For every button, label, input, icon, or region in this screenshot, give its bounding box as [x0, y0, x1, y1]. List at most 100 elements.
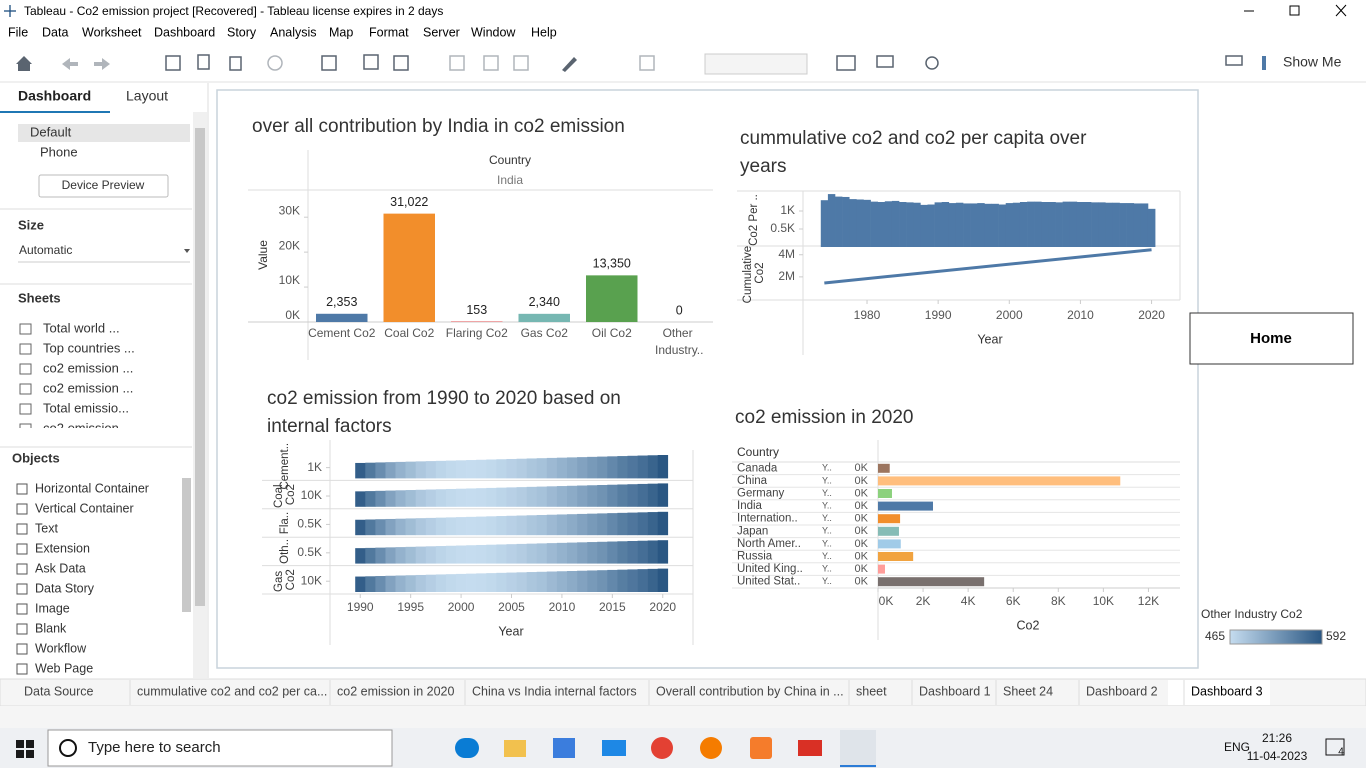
undo-icon[interactable]	[62, 58, 78, 70]
menu-item[interactable]: Story	[227, 25, 257, 39]
save-icon[interactable]	[165, 55, 181, 71]
sheet-tab[interactable]: Overall contribution by China in ...	[656, 684, 844, 698]
sheet-tab[interactable]: co2 emission in 2020	[337, 684, 454, 698]
presentation-icon[interactable]	[876, 55, 894, 68]
heat-cell	[375, 519, 386, 536]
heat-cell	[486, 459, 497, 479]
menu-item[interactable]: Dashboard	[154, 25, 215, 39]
pause-icon[interactable]	[229, 56, 242, 71]
mail-icon[interactable]	[602, 740, 626, 756]
home-label[interactable]: Home	[1250, 330, 1292, 347]
duplicate-icon[interactable]	[363, 54, 379, 70]
size-value[interactable]: Automatic	[19, 243, 72, 257]
menu-item[interactable]: File	[8, 25, 28, 39]
close-button[interactable]	[1335, 4, 1347, 17]
row-marker: Y..	[822, 475, 832, 485]
new-data-icon[interactable]	[197, 54, 210, 70]
menu-item[interactable]: Map	[329, 25, 353, 39]
restore-button[interactable]	[1289, 5, 1300, 16]
sheet-item[interactable]: Total world ...	[43, 320, 120, 335]
search-box[interactable]	[47, 729, 393, 767]
object-item[interactable]: Extension	[35, 541, 90, 555]
menu-item[interactable]: Data	[42, 25, 68, 39]
sheet-tab[interactable]: cummulative co2 and co2 per ca...	[137, 684, 327, 698]
menu-item[interactable]: Window	[471, 25, 516, 39]
x-tick-label: Coal Co2	[384, 326, 434, 340]
device-option[interactable]: Default	[30, 124, 72, 139]
swap-icon[interactable]	[449, 55, 465, 71]
object-item[interactable]: Horizontal Container	[35, 481, 149, 495]
heat-cell	[627, 455, 638, 479]
sheet-tab[interactable]: China vs India internal factors	[472, 684, 637, 698]
menu-item[interactable]: Format	[369, 25, 409, 39]
object-item[interactable]: Web Page	[35, 661, 93, 675]
sheet-tab[interactable]: Sheet 24	[1003, 684, 1053, 698]
heat-cell	[425, 461, 437, 479]
sheet-icon	[19, 423, 32, 428]
sheet-tab[interactable]: Data Source	[24, 684, 94, 698]
heat-cell	[476, 544, 487, 564]
show-me-icon[interactable]	[1262, 56, 1266, 70]
new-sheet-icon[interactable]	[321, 55, 337, 71]
gmail-icon[interactable]	[798, 740, 822, 756]
menu-item[interactable]: Worksheet	[82, 25, 142, 39]
heat-cell	[435, 546, 447, 564]
show-me[interactable]: Show Me	[1283, 54, 1342, 70]
store-icon[interactable]	[553, 738, 575, 758]
object-item[interactable]: Data Story	[35, 581, 95, 595]
object-icon	[16, 543, 28, 555]
size-dropdown-arrow[interactable]	[184, 249, 190, 253]
sheet-tab[interactable]: Dashboard 3	[1191, 684, 1263, 698]
share-icon[interactable]	[925, 56, 939, 70]
tooltip-icon[interactable]	[1225, 55, 1243, 66]
sheet-item[interactable]: Top countries ...	[43, 340, 135, 355]
start-button[interactable]	[16, 740, 34, 758]
panel-tab[interactable]: Dashboard	[18, 88, 91, 104]
menu-item[interactable]: Help	[531, 25, 557, 39]
bar	[1105, 202, 1113, 247]
edge-icon[interactable]	[455, 738, 479, 758]
search-placeholder[interactable]: Type here to search	[88, 739, 221, 756]
sheet-tab[interactable]: Dashboard 2	[1086, 684, 1158, 698]
row-marker: Y..	[822, 526, 832, 536]
home-icon[interactable]	[16, 56, 32, 71]
menu-item[interactable]: Server	[423, 25, 460, 39]
redo-icon[interactable]	[94, 58, 110, 70]
object-item[interactable]: Vertical Container	[35, 501, 134, 515]
highlight-icon[interactable]	[562, 57, 577, 72]
device-preview-label[interactable]: Device Preview	[62, 178, 145, 192]
chrome-icon[interactable]	[651, 737, 673, 759]
cards-icon[interactable]	[836, 55, 856, 71]
object-item[interactable]: Ask Data	[35, 561, 86, 575]
object-item[interactable]: Blank	[35, 621, 67, 635]
sort-asc-icon[interactable]	[483, 55, 499, 71]
fit-dropdown[interactable]	[704, 53, 808, 75]
sheet-item[interactable]: Total emissio...	[43, 400, 129, 415]
notification-icon[interactable]	[1325, 738, 1345, 756]
heat-cell	[516, 487, 527, 507]
clear-icon[interactable]	[393, 55, 409, 71]
panel-tab[interactable]: Layout	[126, 88, 168, 104]
sheet-item[interactable]: co2 emission ...	[43, 380, 133, 395]
home-button[interactable]	[1189, 312, 1354, 365]
explorer-icon[interactable]	[504, 740, 526, 757]
sheet-item[interactable]: co2 emission	[43, 420, 119, 435]
menu-item[interactable]: Analysis	[270, 25, 317, 39]
label-icon[interactable]	[639, 55, 655, 71]
xampp-icon[interactable]	[750, 737, 772, 759]
sheet-tab[interactable]: sheet	[856, 684, 887, 698]
object-item[interactable]: Workflow	[35, 641, 87, 655]
sheet-tab[interactable]: Dashboard 1	[919, 684, 991, 698]
tableau-task[interactable]	[840, 730, 876, 768]
object-item[interactable]: Text	[35, 521, 58, 535]
object-item[interactable]: Image	[35, 601, 70, 615]
bar	[1027, 201, 1035, 247]
device-option[interactable]: Phone	[40, 144, 78, 159]
sort-desc-icon[interactable]	[513, 55, 529, 71]
sheet-item[interactable]: co2 emission ...	[43, 360, 133, 375]
side-scroll-thumb[interactable]	[195, 128, 205, 606]
firefox-icon[interactable]	[700, 737, 722, 759]
refresh-icon[interactable]	[267, 55, 283, 71]
objects-scroll-thumb[interactable]	[182, 478, 191, 612]
device-preview-button[interactable]	[38, 174, 169, 198]
